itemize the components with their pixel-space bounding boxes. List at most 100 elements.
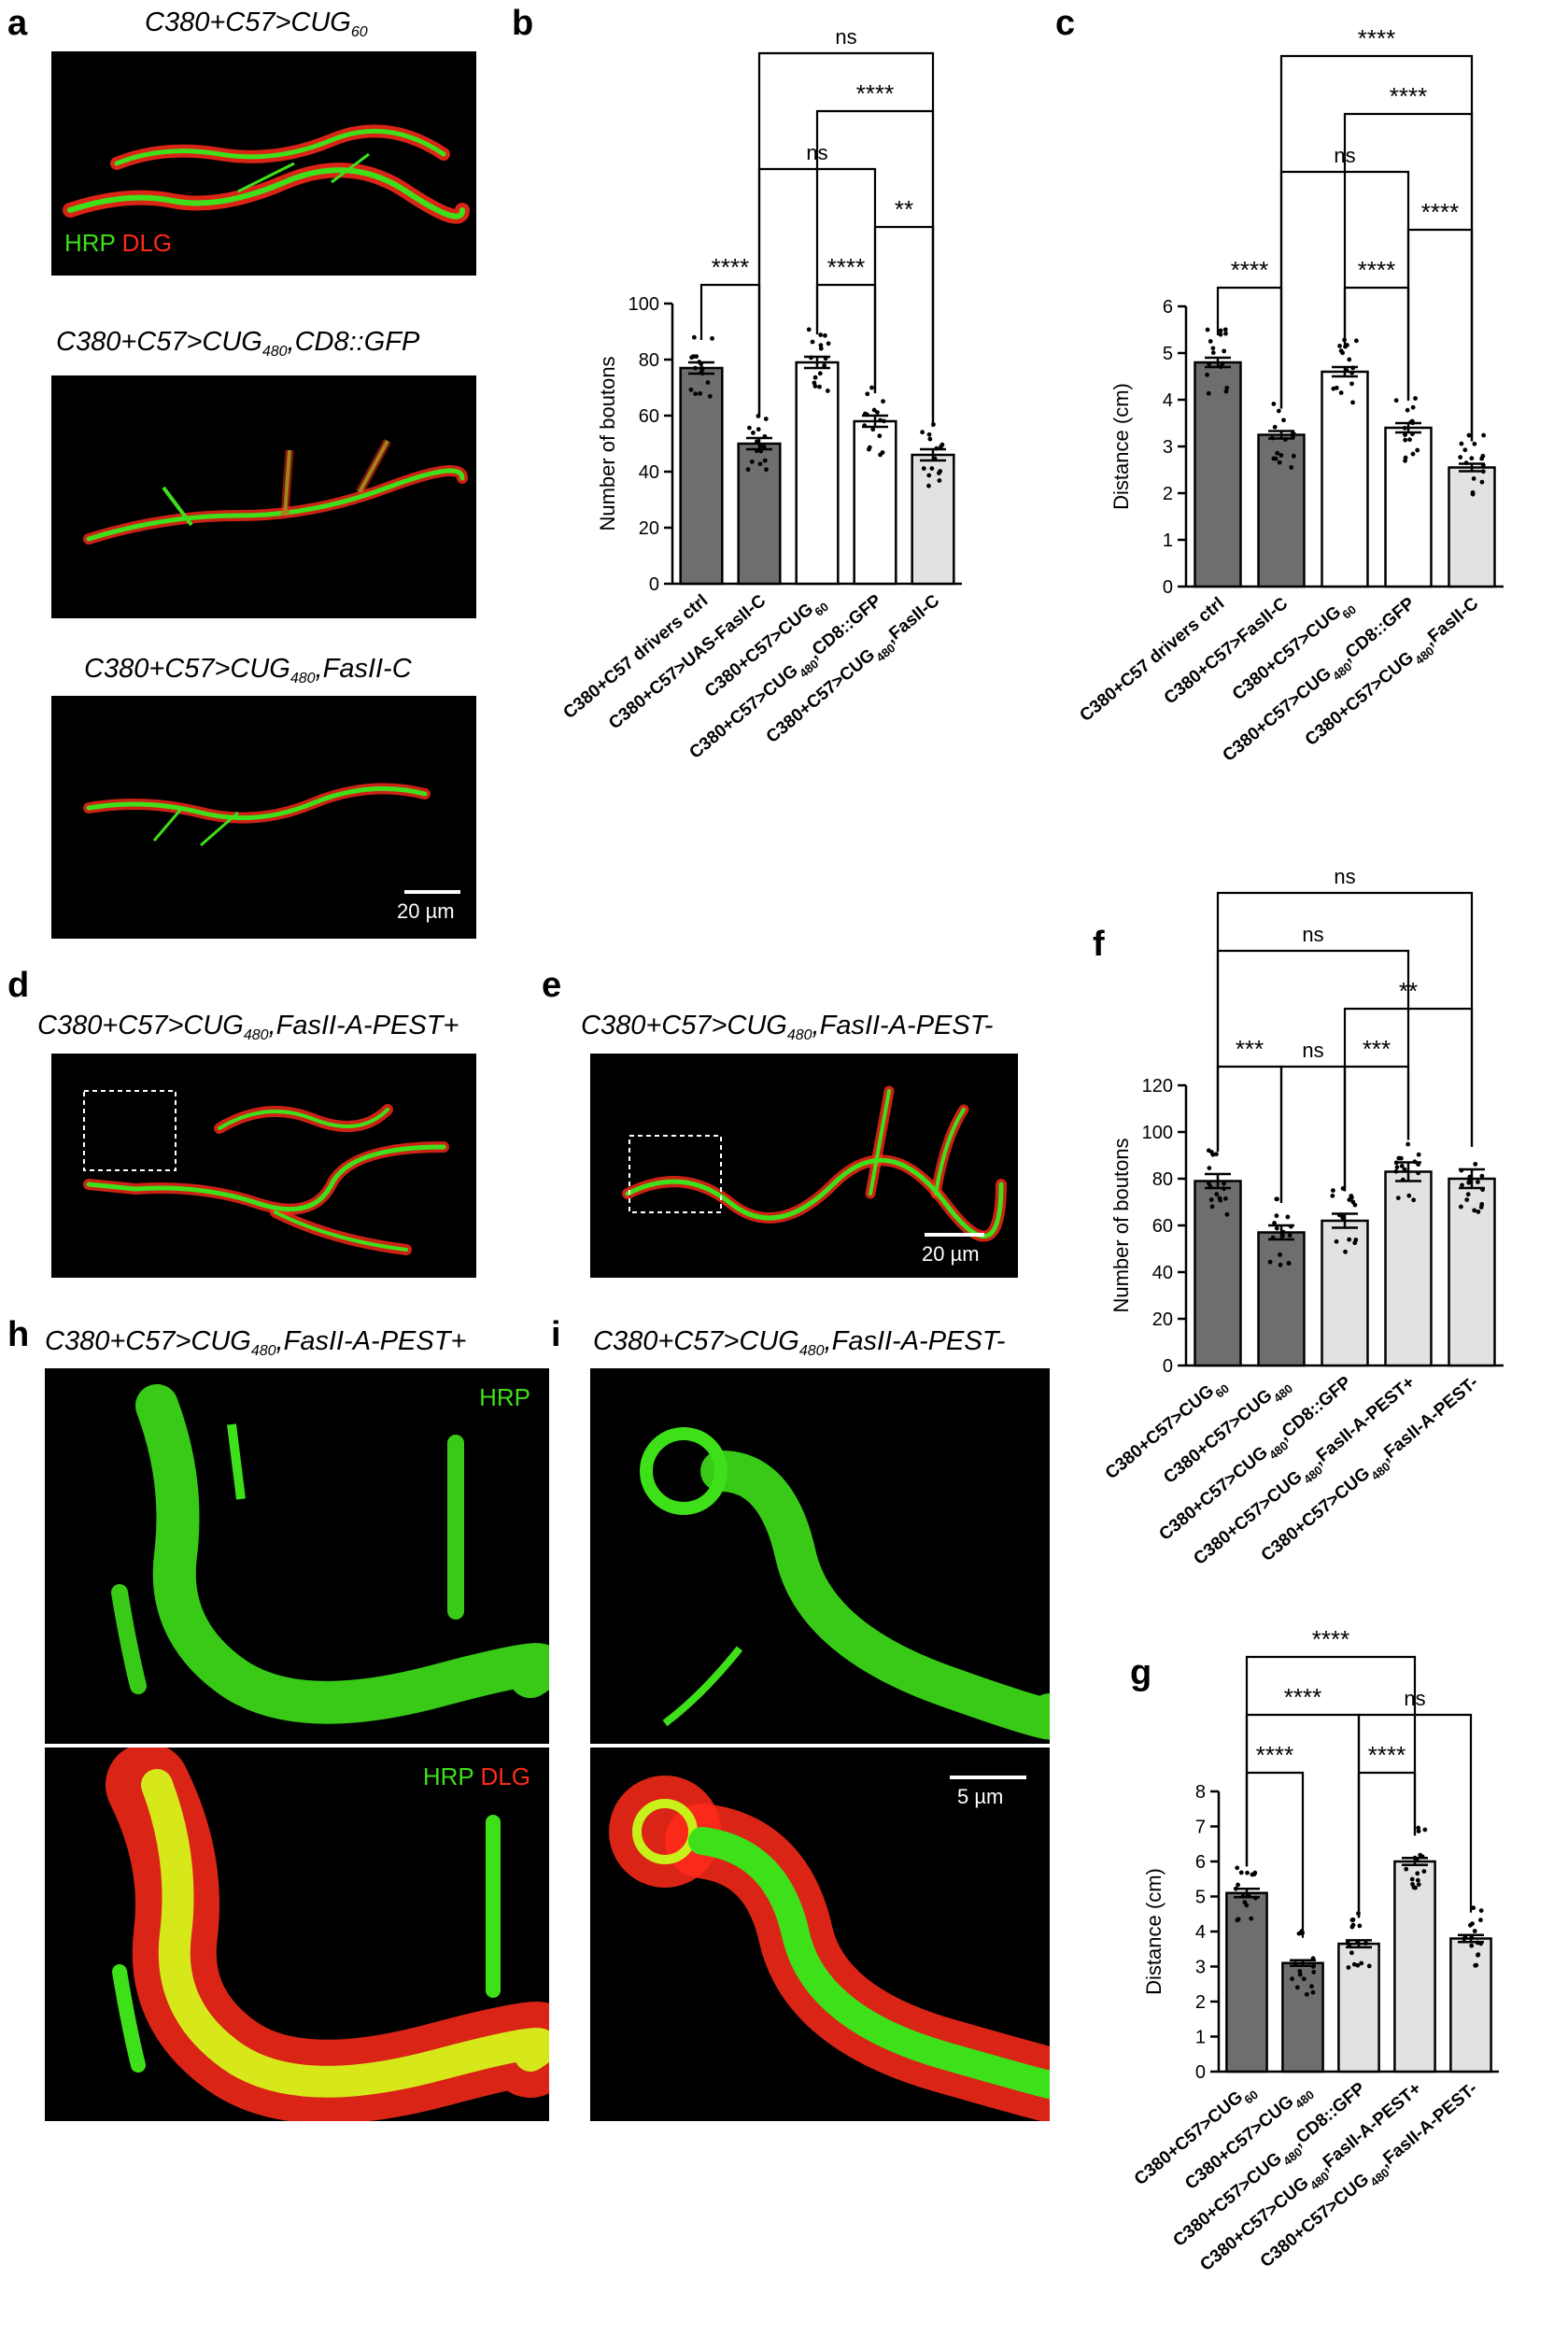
- data-point: [1471, 475, 1476, 481]
- significance-bracket: [1279, 1065, 1347, 1203]
- bar: [1257, 1231, 1306, 1367]
- data-point: [1297, 1969, 1303, 1974]
- data-point: [1208, 1197, 1214, 1202]
- bar: [1448, 466, 1496, 588]
- significance-label: ****: [1256, 1741, 1293, 1769]
- data-point: [1394, 1165, 1400, 1169]
- data-point: [1470, 1921, 1475, 1927]
- significance-label: ****: [1358, 24, 1395, 52]
- bar: [1225, 1891, 1268, 2073]
- data-point: [1223, 389, 1229, 394]
- panel-letter-h: h: [7, 1315, 30, 1354]
- data-point: [1349, 1950, 1354, 1956]
- data-point: [1210, 346, 1216, 351]
- data-point: [1405, 407, 1410, 413]
- data-point: [1218, 332, 1223, 337]
- data-point: [1330, 1188, 1335, 1193]
- significance-label: **: [895, 195, 913, 223]
- bar: [1384, 1170, 1433, 1367]
- panel-h-title: C380+C57>CUG480,FasII-A-PEST+: [45, 1326, 467, 1359]
- data-point: [1272, 424, 1278, 430]
- data-point: [1222, 1181, 1226, 1186]
- data-point: [710, 335, 714, 341]
- data-point: [1459, 441, 1464, 446]
- y-tick-label: 100: [629, 294, 659, 315]
- data-point: [707, 393, 713, 399]
- micrograph-e: 20 µm: [590, 1054, 1018, 1278]
- data-point: [1223, 331, 1228, 336]
- significance-bracket: [1245, 1655, 1417, 1867]
- y-tick-label: 7: [1195, 1818, 1206, 1838]
- data-point: [1470, 489, 1476, 495]
- data-point: [825, 389, 830, 393]
- significance-label: ****: [1312, 1625, 1349, 1653]
- micrograph-a3: 20 µm: [51, 696, 476, 939]
- scale-label-e: 20 µm: [922, 1242, 980, 1266]
- data-point: [1406, 1141, 1411, 1147]
- data-point: [1285, 1214, 1291, 1220]
- data-point: [1238, 1870, 1244, 1875]
- data-point: [812, 384, 818, 389]
- y-tick-label: 0: [1163, 1356, 1173, 1377]
- data-point: [812, 375, 818, 380]
- data-point: [921, 466, 926, 471]
- data-point: [1272, 1221, 1277, 1225]
- data-point: [1469, 456, 1475, 461]
- data-point: [693, 365, 698, 371]
- data-point: [1278, 1252, 1282, 1257]
- data-point: [1281, 417, 1286, 423]
- data-point: [817, 384, 822, 389]
- y-axis-label: Number of boutons: [1109, 1138, 1133, 1312]
- data-point: [1355, 1962, 1361, 1968]
- data-point: [1462, 447, 1468, 453]
- data-point: [1274, 1225, 1279, 1231]
- data-point: [1222, 1196, 1228, 1201]
- data-point: [1366, 1963, 1372, 1969]
- data-point: [1403, 432, 1407, 437]
- significance-label: ****: [856, 79, 894, 107]
- data-point: [1206, 1148, 1211, 1153]
- significance-label: ****: [1231, 256, 1268, 284]
- data-point: [929, 466, 935, 471]
- data-point: [1403, 458, 1407, 463]
- data-point: [1478, 1918, 1483, 1923]
- data-point: [1289, 465, 1294, 470]
- data-point: [761, 445, 767, 449]
- data-point: [1478, 1908, 1484, 1914]
- data-point: [869, 385, 874, 390]
- chart-g: 0 1 2 3 4 5 6 7 8 Distance (cm) C380+C57>CUG60 C380…: [1037, 1625, 1560, 2330]
- scale-label-i: 5 µm: [957, 1785, 1004, 1808]
- data-point: [1357, 1923, 1363, 1929]
- data-point: [1214, 1192, 1220, 1196]
- data-point: [1245, 1870, 1250, 1875]
- bar: [1321, 370, 1369, 588]
- data-point: [1275, 450, 1280, 456]
- data-point: [1294, 1985, 1300, 1990]
- data-point: [1235, 1865, 1240, 1871]
- data-point: [1290, 432, 1295, 436]
- y-tick-label: 1: [1195, 2028, 1206, 2048]
- data-point: [1479, 456, 1485, 461]
- data-point: [1236, 1882, 1240, 1888]
- panel-letter-g: g: [1130, 1653, 1152, 1692]
- panel-letter-f: f: [1093, 925, 1105, 964]
- y-tick-label: 6: [1163, 297, 1173, 318]
- data-point: [1347, 357, 1352, 362]
- data-point: [1472, 1929, 1477, 1933]
- y-tick-label: 1: [1163, 531, 1173, 551]
- data-point: [1271, 402, 1277, 406]
- micrograph-h-merge: HRP DLG: [45, 1748, 549, 2121]
- data-point: [926, 483, 931, 488]
- data-point: [1330, 1193, 1335, 1198]
- data-point: [1410, 451, 1416, 457]
- data-point: [1354, 338, 1359, 344]
- data-point: [875, 410, 880, 415]
- y-tick-label: 2: [1163, 484, 1173, 504]
- data-point: [1205, 327, 1210, 333]
- data-point: [920, 430, 925, 435]
- data-point: [826, 341, 831, 347]
- data-point: [1346, 1965, 1351, 1970]
- data-point: [1206, 390, 1211, 396]
- data-point: [1286, 1261, 1292, 1266]
- data-point: [1297, 1972, 1303, 1977]
